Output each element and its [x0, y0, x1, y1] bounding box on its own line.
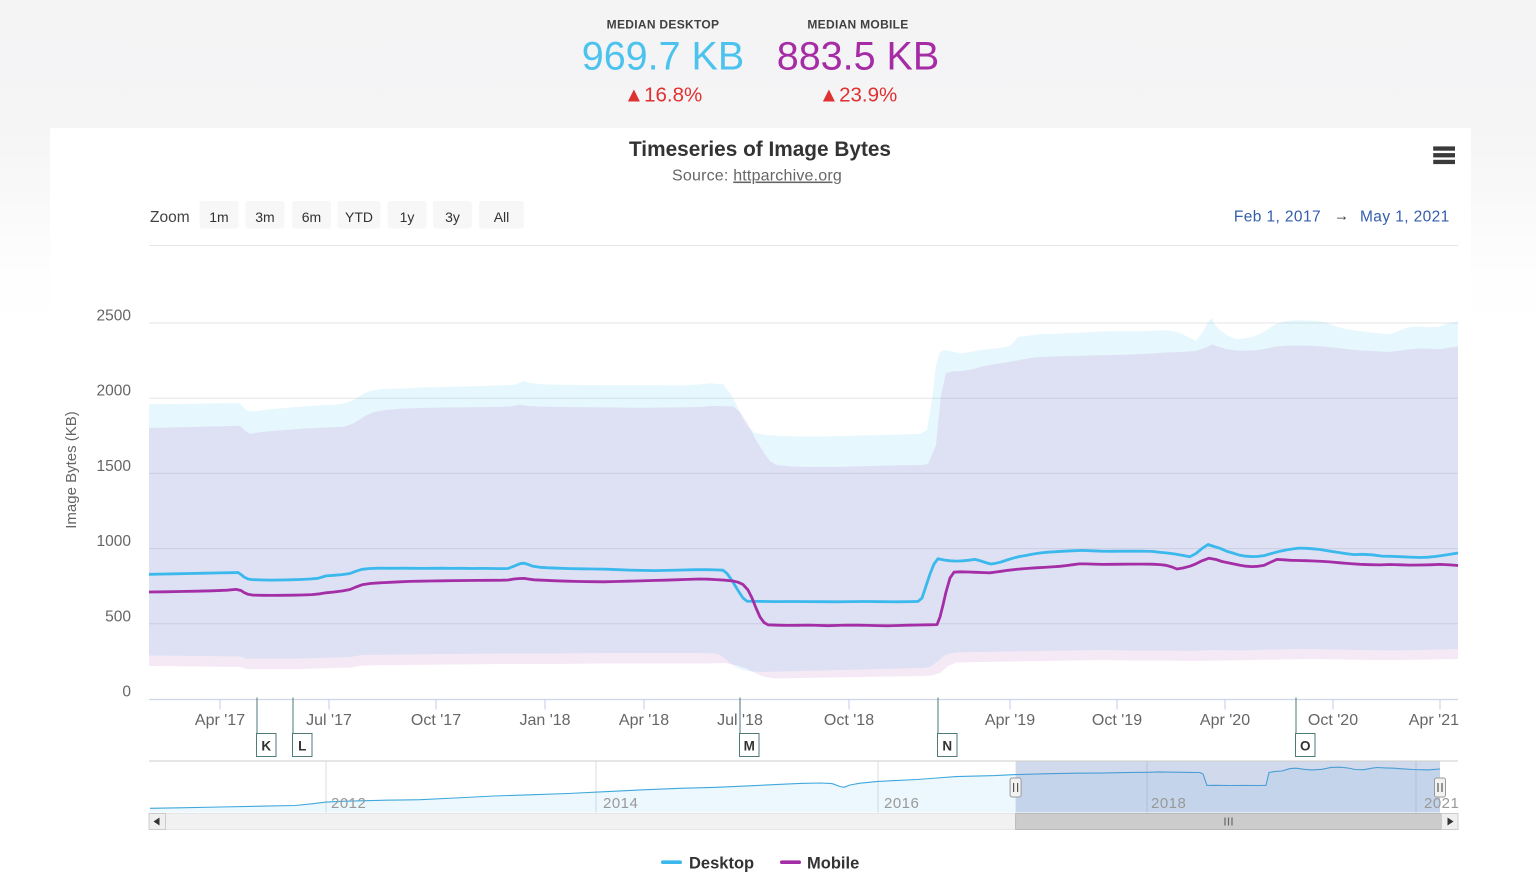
svg-text:Jan '18: Jan '18 — [519, 712, 570, 729]
svg-text:O: O — [1300, 739, 1311, 754]
svg-text:L: L — [298, 739, 306, 754]
svg-text:Desktop: Desktop — [689, 855, 754, 873]
svg-text:Apr '17: Apr '17 — [195, 712, 245, 729]
svg-text:2018: 2018 — [1151, 795, 1186, 812]
svg-text:May 1, 2021: May 1, 2021 — [1360, 209, 1450, 226]
svg-text:2500: 2500 — [97, 308, 132, 325]
svg-text:3y: 3y — [445, 209, 460, 225]
svg-text:YTD: YTD — [345, 209, 373, 225]
svg-text:2012: 2012 — [331, 795, 366, 812]
svg-text:▲16.8%: ▲16.8% — [624, 84, 702, 107]
svg-text:Image Bytes (KB): Image Bytes (KB) — [63, 411, 80, 529]
svg-text:2021: 2021 — [1424, 795, 1459, 812]
svg-text:6m: 6m — [302, 209, 321, 225]
svg-text:0: 0 — [122, 684, 131, 701]
svg-text:All: All — [494, 209, 510, 225]
svg-text:1y: 1y — [400, 209, 415, 225]
svg-text:883.5 KB: 883.5 KB — [777, 35, 940, 79]
svg-text:500: 500 — [105, 608, 131, 625]
svg-text:Mobile: Mobile — [807, 855, 859, 873]
svg-text:1000: 1000 — [97, 533, 132, 550]
svg-text:Apr '19: Apr '19 — [985, 712, 1035, 729]
svg-text:1m: 1m — [209, 209, 228, 225]
svg-text:Apr '20: Apr '20 — [1200, 712, 1250, 729]
svg-text:Oct '19: Oct '19 — [1092, 712, 1142, 729]
svg-text:969.7 KB: 969.7 KB — [582, 35, 745, 79]
svg-text:Oct '18: Oct '18 — [824, 712, 874, 729]
svg-text:2000: 2000 — [97, 383, 132, 400]
svg-text:2016: 2016 — [884, 795, 919, 812]
svg-text:→: → — [1334, 208, 1349, 225]
svg-text:Feb 1, 2017: Feb 1, 2017 — [1234, 209, 1321, 226]
svg-text:N: N — [942, 739, 952, 754]
svg-text:Jul '17: Jul '17 — [306, 712, 352, 729]
svg-text:K: K — [261, 739, 271, 754]
svg-text:1500: 1500 — [97, 458, 132, 475]
svg-text:M: M — [744, 739, 755, 754]
svg-text:Oct '17: Oct '17 — [411, 712, 461, 729]
svg-text:▲23.9%: ▲23.9% — [819, 84, 897, 107]
svg-text:3m: 3m — [255, 209, 274, 225]
svg-text:2014: 2014 — [603, 795, 638, 812]
svg-text:Zoom: Zoom — [150, 209, 190, 226]
svg-text:MEDIAN MOBILE: MEDIAN MOBILE — [807, 18, 908, 32]
svg-text:Timeseries of Image Bytes: Timeseries of Image Bytes — [629, 138, 891, 161]
svg-text:Source: httparchive.org: Source: httparchive.org — [672, 168, 842, 185]
svg-text:MEDIAN DESKTOP: MEDIAN DESKTOP — [607, 18, 720, 32]
svg-text:Apr '21: Apr '21 — [1409, 712, 1459, 729]
svg-text:Apr '18: Apr '18 — [619, 712, 669, 729]
svg-text:Oct '20: Oct '20 — [1308, 712, 1358, 729]
